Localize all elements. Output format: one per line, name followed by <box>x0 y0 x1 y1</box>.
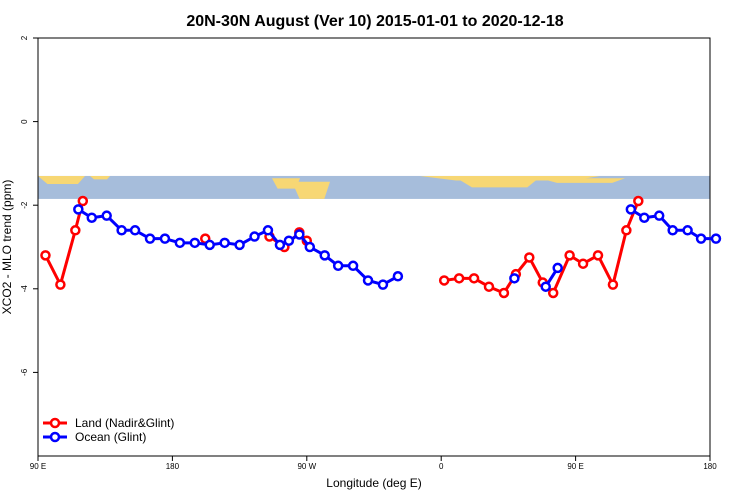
data-point <box>607 279 619 290</box>
data-point <box>304 241 316 253</box>
data-point <box>274 239 286 251</box>
x-tick-label: 90 E <box>567 462 583 471</box>
data-point <box>73 204 84 215</box>
map-land <box>38 175 85 184</box>
map-land <box>455 177 540 188</box>
data-point <box>283 235 295 246</box>
data-point <box>347 260 359 272</box>
chart-title: 20N-30N August (Ver 10) 2015-01-01 to 20… <box>186 13 563 30</box>
data-point <box>174 237 186 249</box>
data-point <box>129 225 141 236</box>
legend-label: Ocean (Glint) <box>75 430 146 444</box>
data-point <box>55 279 66 290</box>
x-tick-label: 180 <box>703 462 717 471</box>
legend-item: Ocean (Glint) <box>43 430 146 444</box>
data-point <box>101 210 112 221</box>
data-point <box>547 287 559 299</box>
legend-marker <box>49 417 61 429</box>
data-point <box>625 204 637 215</box>
x-tick-label: 90 E <box>30 462 46 471</box>
data-point <box>710 233 722 244</box>
x-axis-label: Longitude (deg E) <box>326 476 421 490</box>
series-land <box>40 195 644 299</box>
y-tick-label: -4 <box>20 285 29 293</box>
data-point <box>116 225 127 236</box>
y-tick-label: 0 <box>20 119 29 124</box>
data-point <box>524 252 535 263</box>
data-point <box>468 273 480 284</box>
legend-item: Land (Nadir&Glint) <box>43 416 174 430</box>
data-point <box>219 237 230 249</box>
data-point <box>234 239 245 251</box>
world-map-band <box>38 175 710 199</box>
data-point <box>667 225 678 236</box>
data-point <box>498 287 510 299</box>
data-point <box>453 273 465 284</box>
data-point <box>552 262 563 274</box>
data-point <box>639 212 650 223</box>
data-point <box>621 225 632 236</box>
data-point <box>483 281 495 292</box>
y-axis: 2 0 -2 -4 -6 <box>20 35 38 376</box>
data-point <box>40 250 51 261</box>
plot-frame <box>37 37 711 457</box>
y-tick-label: 2 <box>20 35 29 40</box>
data-point <box>144 233 156 244</box>
legend: Land (Nadir&Glint)Ocean (Glint) <box>43 416 174 444</box>
x-axis: 90 E 180 90 W 0 90 E 180 <box>30 456 717 471</box>
x-tick-label: 0 <box>439 462 444 471</box>
data-point <box>564 250 575 261</box>
data-point <box>249 231 260 242</box>
data-point <box>377 279 389 290</box>
legend-marker <box>49 431 61 443</box>
data-point <box>159 233 171 244</box>
map-ocean <box>38 175 710 199</box>
data-point <box>189 237 201 249</box>
data-point <box>592 250 604 261</box>
data-point <box>70 225 81 236</box>
map-land <box>90 175 110 180</box>
x-tick-label: 90 W <box>297 462 316 471</box>
map-land <box>292 181 330 199</box>
y-axis-label: XCO2 - MLO trend (ppm) <box>0 180 14 315</box>
data-point <box>294 229 305 240</box>
y-tick-label: -6 <box>20 368 29 376</box>
legend-label: Land (Nadir&Glint) <box>75 416 174 430</box>
data-point <box>362 275 374 286</box>
data-point <box>438 275 450 286</box>
data-point <box>540 281 551 292</box>
data-point <box>653 210 665 221</box>
map-land <box>540 178 625 183</box>
series-ocean <box>73 204 722 292</box>
data-point <box>204 239 215 251</box>
data-point <box>332 260 344 272</box>
map-land <box>272 178 300 189</box>
data-point <box>86 212 98 223</box>
data-point <box>77 195 89 207</box>
data-point <box>319 250 330 261</box>
data-point <box>509 273 520 284</box>
data-point <box>262 225 274 236</box>
data-point <box>392 271 404 282</box>
data-point <box>633 195 644 207</box>
data-point <box>682 225 693 236</box>
y-tick-label: -2 <box>20 201 29 209</box>
data-point <box>695 233 707 244</box>
x-tick-label: 180 <box>166 462 180 471</box>
series-layer <box>40 195 722 299</box>
data-point <box>577 258 589 269</box>
series-line <box>44 200 85 287</box>
